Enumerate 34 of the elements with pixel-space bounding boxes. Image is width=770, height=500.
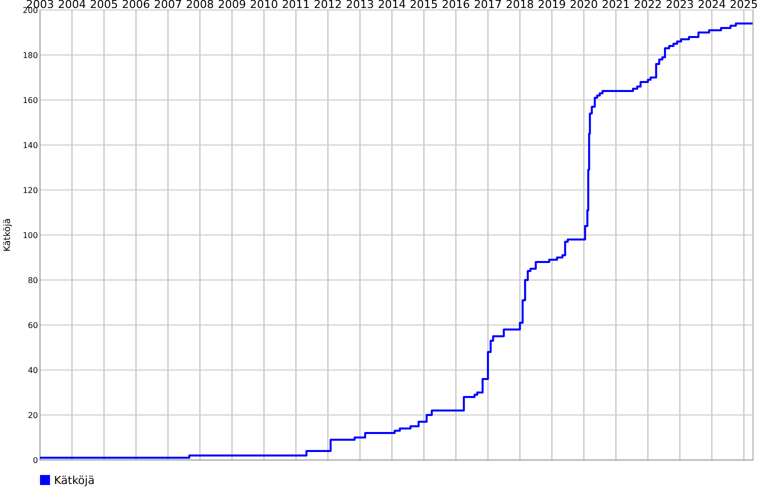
x-tick-label: 2013 <box>346 0 374 11</box>
x-tick-label: 2017 <box>474 0 502 11</box>
x-tick-label: 2009 <box>218 0 246 11</box>
x-tick-label: 2010 <box>250 0 278 11</box>
y-tick-label: 0 <box>32 456 38 465</box>
y-tick-label: 40 <box>28 366 38 375</box>
x-tick-label: 2025 <box>730 0 758 11</box>
y-tick-label: 20 <box>28 410 38 420</box>
x-tick-label: 2006 <box>122 0 150 11</box>
x-tick-label: 2005 <box>90 0 118 11</box>
x-tick-label: 2020 <box>570 0 598 11</box>
x-tick-label: 2021 <box>602 0 630 11</box>
x-tick-label: 2008 <box>186 0 214 11</box>
y-tick-label: 120 <box>22 186 38 195</box>
x-tick-label: 2018 <box>506 0 534 11</box>
x-tick-label: 2015 <box>410 0 438 11</box>
x-tick-label: 2019 <box>538 0 566 11</box>
x-tick-label: 2023 <box>666 0 694 11</box>
x-tick-label: 2011 <box>282 0 310 11</box>
y-tick-label: 160 <box>22 96 38 105</box>
y-tick-label: 140 <box>22 140 38 150</box>
y-tick-label: 100 <box>22 230 38 240</box>
x-tick-label: 2004 <box>58 0 86 11</box>
y-axis-title: Kätköjä <box>3 218 13 252</box>
x-tick-label: 2022 <box>634 0 662 11</box>
x-tick-label: 2014 <box>378 0 406 11</box>
x-tick-label: 2012 <box>314 0 342 11</box>
x-tick-label: 2007 <box>154 0 182 11</box>
legend-label: Kätköjä <box>54 474 95 487</box>
y-tick-label: 60 <box>28 320 38 330</box>
y-tick-label: 180 <box>22 50 38 60</box>
y-tick-label: 80 <box>28 276 38 285</box>
x-tick-label: 2024 <box>698 0 726 11</box>
x-tick-label: 2016 <box>442 0 470 11</box>
